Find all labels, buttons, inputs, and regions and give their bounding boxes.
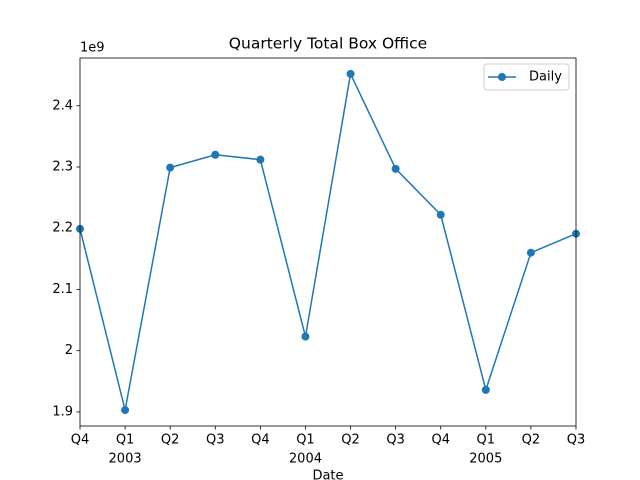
x-tick-label: Q2 [522, 433, 541, 448]
y-tick-label: 2.3 [52, 159, 73, 174]
x-year-label: 2005 [469, 452, 502, 467]
x-tick-label: Q2 [341, 433, 360, 448]
x-tick-label: Q4 [71, 433, 90, 448]
y-tick-label: 2.1 [52, 282, 73, 297]
x-year-label: 2003 [109, 452, 142, 467]
point [391, 164, 400, 173]
legend-marker [498, 73, 506, 81]
x-tick-label: Q3 [567, 433, 586, 448]
y-tick-label: 2.4 [52, 98, 73, 113]
point [526, 248, 535, 257]
legend-box [483, 63, 570, 91]
series-line [79, 71, 577, 411]
point [256, 155, 265, 164]
point [166, 163, 175, 172]
y-tick-label: 1.9 [52, 404, 73, 419]
point [481, 385, 490, 394]
point [346, 69, 355, 78]
point [301, 332, 310, 341]
x-tick-label: Q4 [431, 433, 450, 448]
point [436, 210, 445, 219]
x-tick-label: Q3 [386, 433, 405, 448]
x-year-label: 2004 [289, 452, 322, 467]
y-tick-label: 2.2 [52, 221, 73, 236]
x-axis-label: Date [312, 469, 343, 480]
x-tick-label: Q3 [206, 433, 225, 448]
x-tick-label: Q4 [251, 433, 270, 448]
x-tick-label: Q1 [477, 433, 496, 448]
point [211, 150, 220, 159]
x-tick-label: Q1 [116, 433, 135, 448]
chart-title: Quarterly Total Box Office [229, 35, 427, 53]
legend-label: Daily [529, 70, 562, 85]
y-offset-label: 1e9 [80, 41, 105, 56]
point [121, 406, 130, 415]
axes-frame [79, 57, 577, 427]
x-tick-label: Q2 [161, 433, 180, 448]
y-tick-label: 2 [65, 343, 73, 358]
x-tick-label: Q1 [296, 433, 315, 448]
